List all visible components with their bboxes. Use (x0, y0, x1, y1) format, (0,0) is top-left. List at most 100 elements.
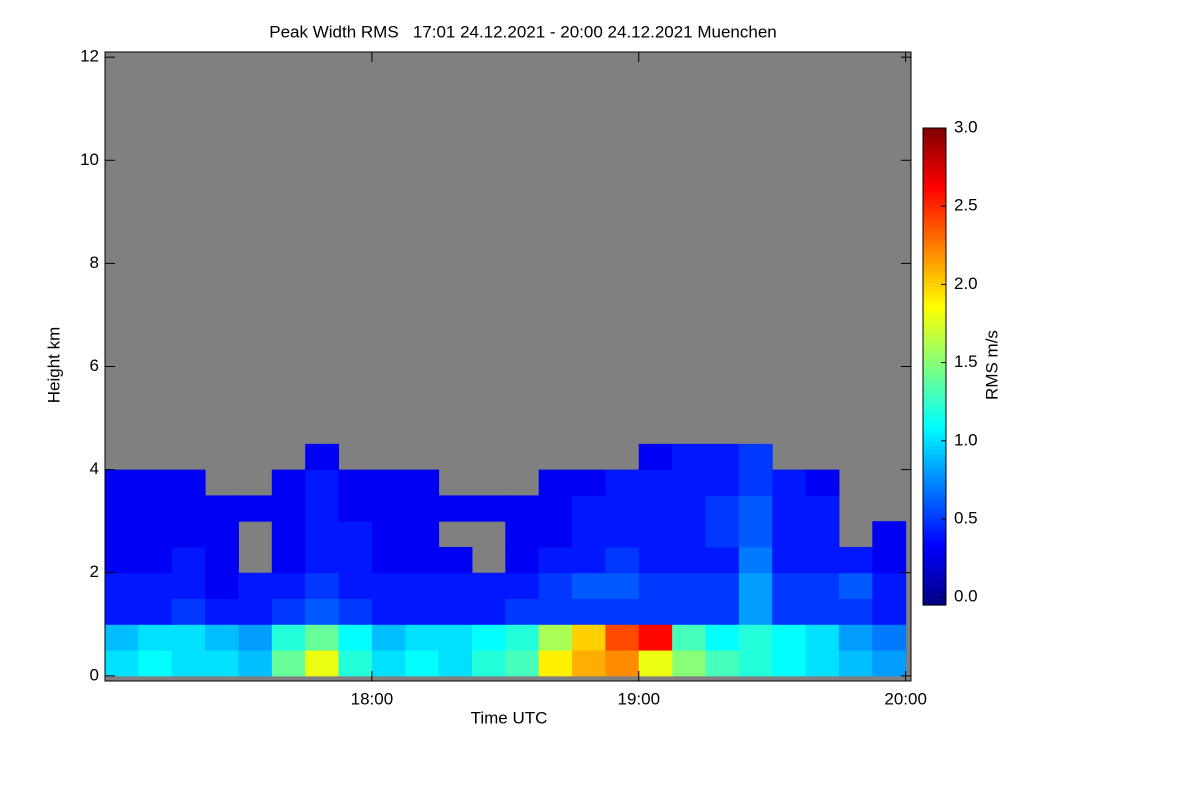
heat-cell (105, 598, 139, 625)
colorbar-swatch (923, 398, 946, 403)
heat-cell (538, 495, 573, 522)
heat-cell (505, 572, 540, 600)
colorbar-swatch (923, 128, 946, 133)
heat-cell (138, 598, 173, 625)
colorbar-swatch (923, 326, 946, 332)
heat-cell (705, 650, 740, 677)
heat-cell (772, 469, 807, 496)
heat-cell (805, 521, 840, 548)
y-tick-label: 0 (90, 665, 99, 684)
colorbar-swatch (923, 434, 946, 439)
heat-cell (171, 495, 206, 522)
heat-cell (805, 546, 840, 574)
colorbar-swatch (923, 601, 946, 606)
heat-cell (805, 598, 840, 625)
heat-cell (705, 495, 740, 522)
heat-cell (305, 572, 340, 600)
colorbar-swatch (923, 219, 946, 224)
heat-cell (105, 624, 139, 651)
heat-cell (438, 495, 473, 522)
heat-cell (605, 624, 640, 651)
heat-cell (872, 624, 907, 651)
heat-cell (338, 598, 373, 625)
colorbar-swatch (923, 171, 946, 177)
colorbar-swatch (923, 390, 946, 395)
colorbar-swatch (923, 338, 946, 344)
colorbar-swatch (923, 187, 946, 193)
heat-cell (572, 624, 606, 651)
heat-cell (738, 443, 773, 471)
heat-cell (371, 495, 406, 522)
colorbar-swatch (923, 143, 946, 149)
colorbar-swatch (923, 489, 946, 495)
heat-cell (271, 572, 306, 600)
colorbar-swatch (923, 263, 946, 268)
colorbar-swatch (923, 275, 946, 280)
heat-cell (438, 624, 473, 651)
colorbar-swatch (923, 195, 946, 201)
heat-cell (171, 469, 206, 496)
heat-cell (572, 650, 606, 677)
colorbar-tick-label: 2.0 (954, 274, 978, 293)
colorbar-swatch (923, 287, 946, 292)
heat-cell (738, 521, 773, 548)
heat-cell (605, 469, 640, 496)
heat-cell (805, 572, 840, 600)
colorbar-swatch (923, 235, 946, 240)
colorbar-swatch (923, 386, 946, 391)
heat-cell (205, 521, 239, 548)
heat-cell (171, 572, 206, 600)
heat-cell (605, 650, 640, 677)
heat-cell (405, 650, 440, 677)
colorbar-swatch (923, 545, 946, 550)
colorbar-swatch (923, 183, 946, 189)
colorbar-swatch (923, 374, 946, 380)
colorbar-swatch (923, 529, 946, 535)
colorbar-swatch (923, 525, 946, 531)
colorbar-swatch (923, 418, 946, 423)
colorbar-swatch (923, 346, 946, 352)
colorbar-swatch (923, 207, 946, 213)
heat-cell (171, 624, 206, 651)
heat-cell (872, 546, 907, 574)
heat-cell (772, 598, 807, 625)
heat-cell (705, 624, 740, 651)
colorbar-swatch (923, 509, 946, 515)
colorbar-tick-label: 0.0 (954, 587, 978, 606)
heat-cell (805, 469, 840, 496)
heat-cell (672, 598, 706, 625)
colorbar-swatch (923, 350, 946, 356)
heat-cell (505, 598, 540, 625)
heat-cell (738, 624, 773, 651)
colorbar-swatch (923, 322, 946, 328)
heat-cell (371, 624, 406, 651)
heat-cell (572, 521, 606, 548)
colorbar-swatch (923, 259, 946, 264)
heat-cell (471, 624, 506, 651)
heat-cell (305, 443, 340, 471)
colorbar-swatch (923, 271, 946, 276)
heat-cell (538, 572, 573, 600)
heat-cell (705, 521, 740, 548)
colorbar-swatch (923, 290, 946, 296)
heat-cell (138, 572, 173, 600)
heat-cell (538, 469, 573, 496)
colorbar-swatch (923, 155, 946, 161)
heat-cell (371, 572, 406, 600)
heat-cell (271, 624, 306, 651)
colorbar-swatch (923, 497, 946, 503)
colorbar-swatch (923, 449, 946, 455)
heat-cell (605, 546, 640, 574)
colorbar-swatch (923, 251, 946, 256)
y-tick-label: 2 (90, 562, 99, 581)
heat-cell (171, 546, 206, 574)
heat-cell (405, 495, 440, 522)
y-tick-label: 4 (90, 459, 99, 478)
heat-cell (171, 521, 206, 548)
heat-cell (705, 572, 740, 600)
heat-cell (105, 495, 139, 522)
colorbar-swatch (923, 473, 946, 479)
heat-cell (105, 546, 139, 574)
colorbar-swatch (923, 283, 946, 288)
heat-cell (271, 546, 306, 574)
